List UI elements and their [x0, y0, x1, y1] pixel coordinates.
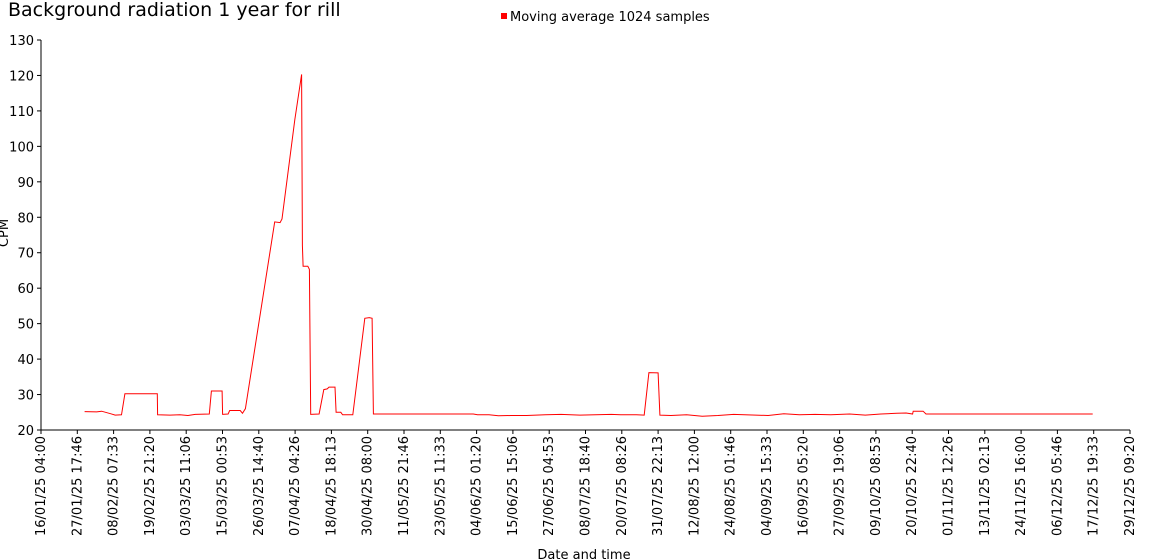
x-tick-label: 09/10/25 08:53 — [869, 436, 884, 536]
x-tick-label: 15/03/25 00:53 — [215, 436, 230, 536]
x-tick-label: 26/03/25 14:40 — [252, 436, 267, 536]
x-tick-label: 16/01/25 04:00 — [34, 436, 49, 536]
x-tick-label: 31/07/25 22:13 — [651, 436, 666, 536]
series-line — [84, 74, 1093, 417]
x-tick-label: 13/11/25 02:13 — [978, 436, 993, 536]
x-tick-label: 27/06/25 04:53 — [542, 436, 557, 536]
x-tick-label: 20/10/25 22:40 — [905, 436, 920, 536]
y-tick-label: 30 — [17, 389, 34, 404]
y-tick-label: 60 — [17, 282, 34, 297]
y-tick-label: 40 — [17, 353, 34, 368]
x-tick-label: 16/09/25 05:20 — [796, 436, 811, 536]
x-tick-label: 30/04/25 08:00 — [361, 436, 376, 536]
x-tick-label: 24/08/25 01:46 — [724, 436, 739, 536]
x-tick-label: 03/03/25 11:06 — [179, 436, 194, 536]
y-tick-label: 80 — [17, 211, 34, 226]
y-axis-label: CPM — [0, 219, 12, 247]
x-tick-label: 15/06/25 15:06 — [506, 436, 521, 536]
x-tick-label: 27/09/25 19:06 — [833, 436, 848, 536]
y-tick-label: 120 — [9, 69, 34, 84]
x-tick-label: 07/04/25 04:26 — [288, 436, 303, 536]
x-tick-label: 04/06/25 01:20 — [470, 436, 485, 536]
chart-title: Background radiation 1 year for rill — [8, 0, 341, 21]
x-tick-label: 04/09/25 15:33 — [760, 436, 775, 536]
legend: Moving average 1024 samples — [501, 10, 710, 25]
x-tick-label: 12/08/25 12:00 — [687, 436, 702, 536]
y-tick-label: 50 — [17, 318, 34, 333]
x-tick-label: 06/12/25 05:46 — [1050, 436, 1065, 536]
x-tick-label: 17/12/25 19:33 — [1087, 436, 1102, 536]
x-tick-label: 29/12/25 09:20 — [1123, 436, 1138, 536]
y-tick-label: 70 — [17, 247, 34, 262]
x-tick-label: 08/07/25 18:40 — [579, 436, 594, 536]
y-tick-label: 20 — [17, 424, 34, 439]
x-tick-label: 20/07/25 08:26 — [615, 436, 630, 536]
y-tick-label: 110 — [9, 105, 34, 120]
y-axis: 20 30 40 50 60 70 80 90 100 110 120 130 — [9, 34, 42, 439]
x-tick-label: 27/01/25 17:46 — [70, 436, 85, 536]
x-axis-label: Date and time — [537, 548, 630, 560]
x-tick-label: 08/02/25 07:33 — [107, 436, 122, 536]
x-tick-label: 11/05/25 21:46 — [397, 436, 412, 536]
y-tick-label: 90 — [17, 176, 34, 191]
x-tick-label: 01/11/25 12:26 — [941, 436, 956, 536]
x-axis: 16/01/25 04:00 27/01/25 17:46 08/02/25 07:… — [34, 429, 1138, 536]
y-tick-label: 100 — [9, 140, 34, 155]
y-tick-label: 130 — [9, 34, 34, 49]
x-tick-label: 23/05/25 11:33 — [433, 436, 448, 536]
x-tick-label: 24/11/25 16:00 — [1014, 436, 1029, 536]
legend-swatch — [501, 13, 507, 19]
legend-label: Moving average 1024 samples — [510, 10, 710, 25]
x-tick-label: 18/04/25 18:13 — [324, 436, 339, 536]
x-tick-label: 19/02/25 21:20 — [143, 436, 158, 536]
